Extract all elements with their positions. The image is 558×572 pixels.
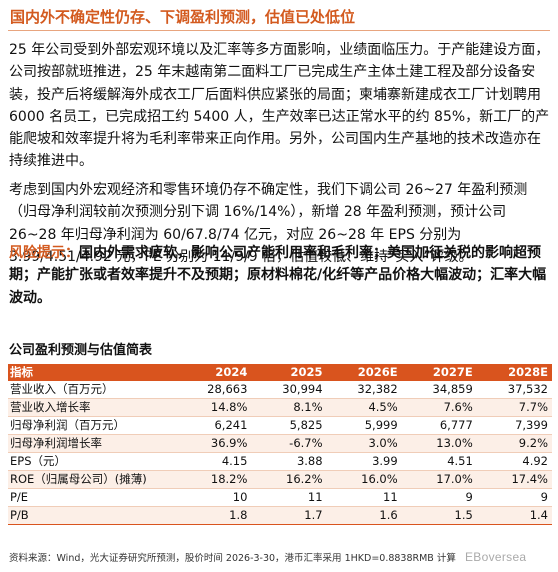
row-value: 37,532 <box>507 382 548 396</box>
header-cell: 2024 <box>176 364 252 381</box>
row-label: 归母净利润（百万元） <box>10 418 125 432</box>
row-value: 16.0% <box>326 470 402 489</box>
title-divider <box>8 30 550 31</box>
row-value: 34,859 <box>432 382 473 396</box>
row-label: P/B <box>8 506 177 525</box>
row-value: 5,999 <box>364 418 398 432</box>
row-value: 17.4% <box>476 470 552 489</box>
row-value: 1.4 <box>476 506 552 525</box>
paragraph-forecast: 考虑到国内外宏观经济和零售环境仍存不确定性，我们下调公司 26~27 年盈利预测… <box>9 182 528 265</box>
row-value: 30,994 <box>282 382 323 396</box>
table-row: 营业收入增长率 14.8% 8.1% 4.5% 7.6% 7.7% <box>8 398 552 417</box>
row-value: 11 <box>383 490 398 504</box>
row-value: 1.6 <box>326 506 402 525</box>
header-cell: 指标 <box>8 364 177 381</box>
header-cell: 2025 <box>251 364 327 381</box>
row-value: 7.6% <box>401 398 477 417</box>
row-value: 5,825 <box>289 418 323 432</box>
table-row: 营业收入（百万元） 28,663 30,994 32,382 34,859 37,532 <box>8 381 552 399</box>
row-value: 18.2% <box>176 470 252 489</box>
row-label: 营业收入（百万元） <box>10 382 114 396</box>
table-header-row: 指标 2024 2025 2026E 2027E 2028E <box>8 364 552 381</box>
table-row: P/E 10 11 11 9 9 <box>8 489 552 507</box>
forecast-table: 指标 2024 2025 2026E 2027E 2028E 营业收入（百万元）… <box>8 364 552 525</box>
row-value: 16.2% <box>251 470 327 489</box>
row-value: 6,777 <box>439 418 473 432</box>
row-value: 9 <box>540 490 548 504</box>
table-row: EPS（元） 4.15 3.88 3.99 4.51 4.92 <box>8 453 552 471</box>
row-value: 1.7 <box>251 506 327 525</box>
row-value: 32,382 <box>357 382 398 396</box>
row-value: 4.15 <box>221 454 248 468</box>
risk-label: 风险提示： <box>9 245 79 261</box>
row-value: 14.8% <box>176 398 252 417</box>
table-row: 归母净利润增长率 36.9% -6.7% 3.0% 13.0% 9.2% <box>8 434 552 453</box>
table-row: ROE（归属母公司）(摊薄) 18.2% 16.2% 16.0% 17.0% 17.4% <box>8 470 552 489</box>
section-title: 国内外不确定性仍存、下调盈利预测，估值已处低位 <box>10 8 356 26</box>
watermark-logo: EBoversea <box>465 550 527 564</box>
row-value: 7.7% <box>476 398 552 417</box>
row-value: 13.0% <box>401 434 477 453</box>
table-row: 归母净利润（百万元） 6,241 5,825 5,999 6,777 7,399 <box>8 417 552 435</box>
row-value: 3.99 <box>372 454 398 468</box>
row-label: P/E <box>10 490 29 504</box>
row-label: 营业收入增长率 <box>8 398 177 417</box>
row-value: 11 <box>307 490 323 504</box>
row-value: 17.0% <box>401 470 477 489</box>
risk-text: 国内外需求疲软，影响公司产能利用率和毛利率；美国加征关税的影响超预期；产能扩张或… <box>9 245 547 306</box>
row-value: 9.2% <box>476 434 552 453</box>
row-value: 4.5% <box>326 398 402 417</box>
table-row: P/B 1.8 1.7 1.6 1.5 1.4 <box>8 506 552 525</box>
row-value: 8.1% <box>251 398 327 417</box>
row-label: ROE（归属母公司）(摊薄) <box>8 470 177 489</box>
row-value: -6.7% <box>251 434 327 453</box>
row-value: 3.0% <box>326 434 402 453</box>
row-value: 6,241 <box>214 418 248 432</box>
header-cell: 2026E <box>326 364 402 381</box>
header-cell: 2027E <box>401 364 477 381</box>
table-title: 公司盈利预测与估值简表 <box>9 343 153 358</box>
paragraph-capacity: 25 年公司受到外部宏观环境以及汇率等多方面影响，业绩面临压力。于产能建设方面，… <box>9 42 550 170</box>
row-value: 4.51 <box>447 454 473 468</box>
row-value: 28,663 <box>207 382 248 396</box>
row-value: 1.5 <box>401 506 477 525</box>
row-value: 7,399 <box>515 418 548 432</box>
header-cell: 2028E <box>476 364 552 381</box>
source-note: 资料来源：Wind，光大证券研究所预测，股价时间 2026-3-30，港币汇率采… <box>9 553 456 564</box>
row-value: 36.9% <box>176 434 252 453</box>
row-label: 归母净利润增长率 <box>8 434 177 453</box>
row-value: 10 <box>232 490 248 504</box>
paragraph-risk: 风险提示：国内外需求疲软，影响公司产能利用率和毛利率；美国加征关税的影响超预期；… <box>9 242 551 309</box>
row-value: 4.92 <box>522 454 548 468</box>
row-value: 9 <box>465 490 473 504</box>
row-value: 3.88 <box>296 454 323 468</box>
row-value: 1.8 <box>176 506 252 525</box>
row-label: EPS（元） <box>10 454 67 468</box>
